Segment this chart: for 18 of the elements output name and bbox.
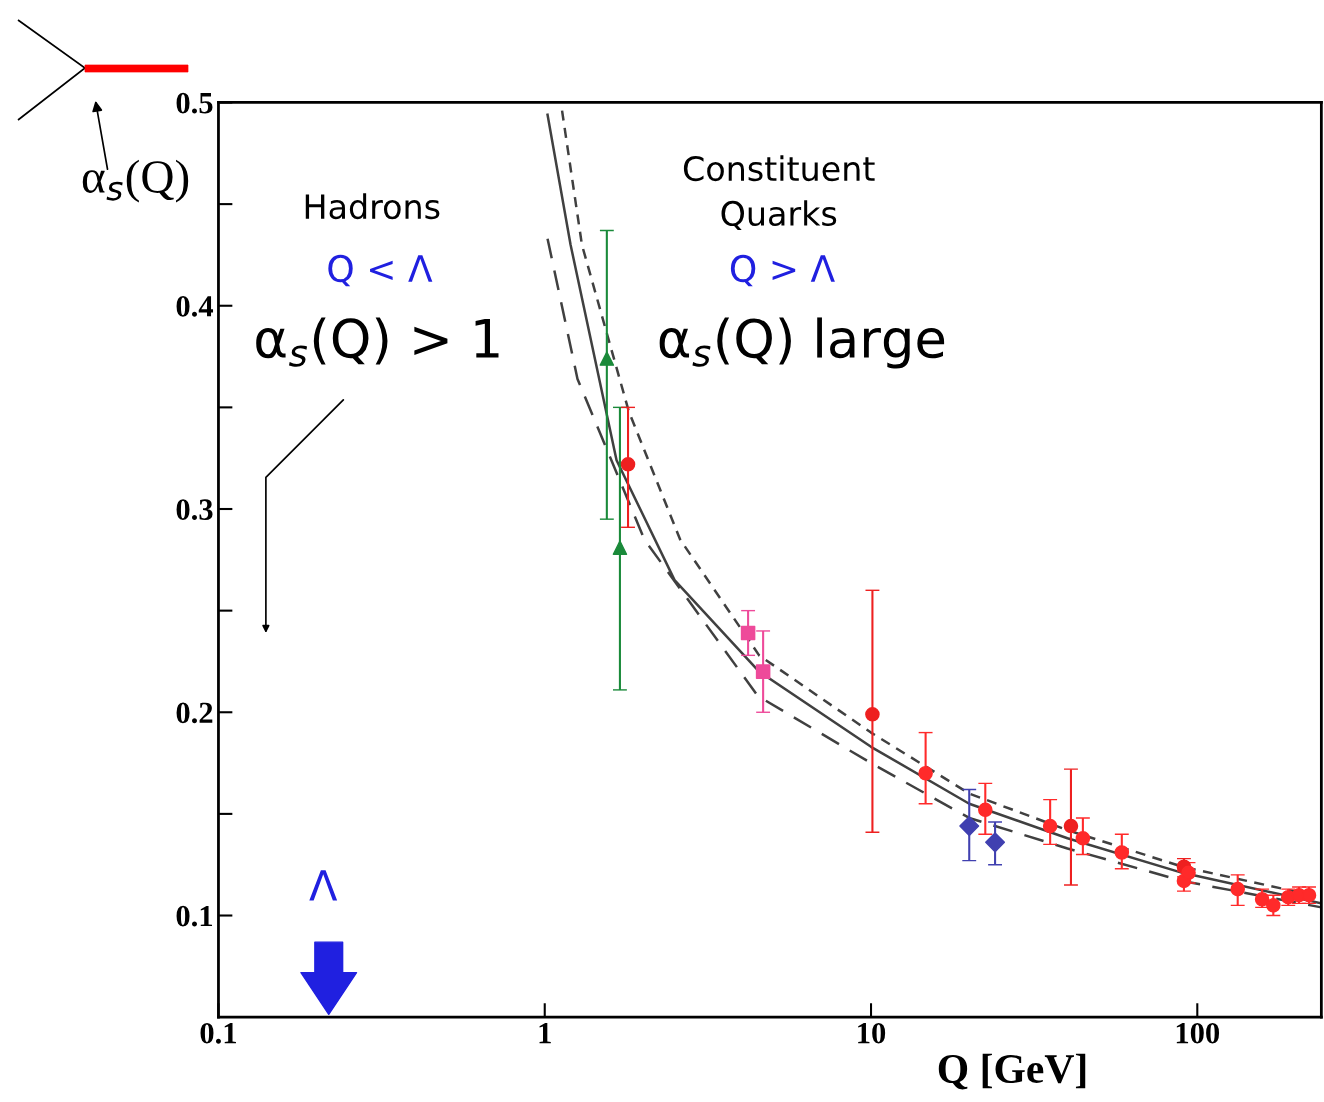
x-tick-label: 100 [1176,1022,1220,1044]
annotation: Λ [309,870,338,901]
annotation: Constituent Quarks [683,155,875,230]
y-tick-label: 0.3 [176,499,213,521]
x-tick-label: 1 [539,1023,551,1044]
y-tick-label: 0.5 [176,92,213,114]
y-tick-label: 0.4 [176,296,214,317]
y-tick-label: 0.2 [176,702,213,724]
x-tick-label: 10 [858,1022,886,1044]
annotation: Q > Λ [730,254,835,287]
x-tick-label: 0.1 [200,1022,236,1044]
y-tick-label: 0.1 [176,905,213,927]
x-axis-title: Q [GeV] [938,1053,1086,1090]
annotation: α$_{s}$(Q) > 1 [256,317,499,367]
annotation: Hadrons [305,193,440,220]
annotation: Q < Λ [328,254,433,287]
y-axis-title: α$_{s}$(Q) [82,159,189,203]
annotation: α$_{s}$(Q) large [659,317,945,369]
